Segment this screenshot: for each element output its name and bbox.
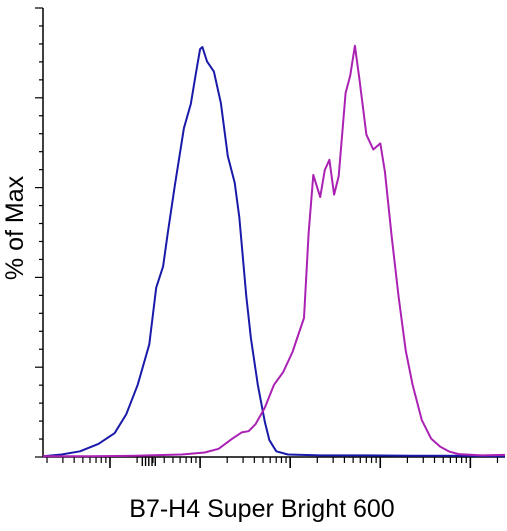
x-axis-title: B7-H4 Super Bright 600 <box>129 495 394 523</box>
series-line-1 <box>42 46 506 458</box>
y-axis-title: % of Max <box>1 175 29 280</box>
series-group <box>42 44 506 458</box>
x-axis-ticks <box>46 457 499 468</box>
y-axis-ticks <box>35 7 43 458</box>
series-line-2 <box>43 44 506 458</box>
